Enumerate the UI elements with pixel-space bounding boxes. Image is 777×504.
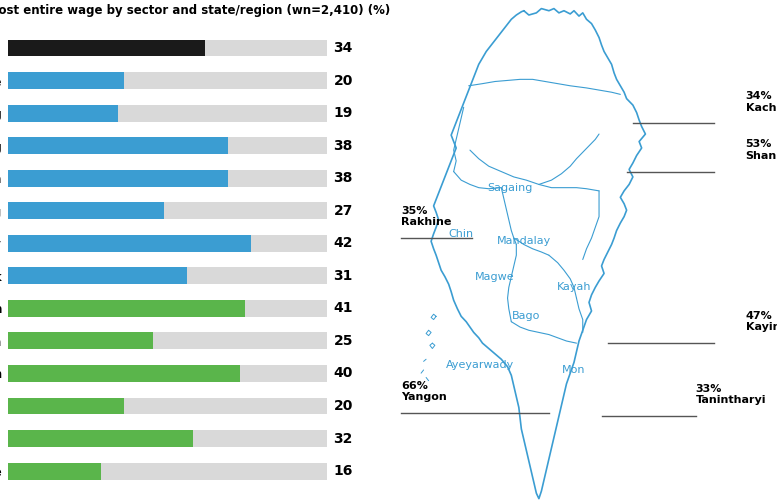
Bar <box>8 202 164 219</box>
Bar <box>8 463 100 480</box>
Bar <box>8 365 239 382</box>
Text: 38: 38 <box>333 139 353 153</box>
Bar <box>8 300 326 317</box>
Bar <box>8 333 326 349</box>
Bar <box>8 39 326 56</box>
Text: 66%
Yangon: 66% Yangon <box>401 381 447 402</box>
Bar <box>8 170 228 186</box>
Bar <box>8 398 124 414</box>
Text: 32: 32 <box>333 431 353 446</box>
Bar <box>8 430 193 447</box>
Text: Mandalay: Mandalay <box>497 236 551 246</box>
Text: 27: 27 <box>333 204 353 218</box>
Bar <box>8 137 326 154</box>
Bar <box>8 39 205 56</box>
Text: 34: 34 <box>333 41 353 55</box>
Text: 35%
Rakhine: 35% Rakhine <box>401 206 451 227</box>
Text: 20: 20 <box>333 74 353 88</box>
Bar <box>8 235 251 251</box>
Bar <box>8 202 326 219</box>
Bar <box>8 267 187 284</box>
Text: 33%
Tanintharyi: 33% Tanintharyi <box>695 384 766 405</box>
Bar <box>8 72 326 89</box>
Text: 31: 31 <box>333 269 353 283</box>
Text: Mon: Mon <box>563 365 586 375</box>
Bar <box>8 170 326 186</box>
Text: Bago: Bago <box>512 311 541 322</box>
Text: 34%
Kachin: 34% Kachin <box>746 91 777 112</box>
Text: Chin: Chin <box>448 229 474 239</box>
Bar <box>8 333 153 349</box>
Text: Ayeyarwady: Ayeyarwady <box>446 359 514 369</box>
Bar <box>8 398 326 414</box>
Bar <box>8 463 326 480</box>
Bar <box>8 267 326 284</box>
Text: 42: 42 <box>333 236 353 250</box>
Bar <box>8 365 326 382</box>
Text: 25: 25 <box>333 334 353 348</box>
Text: 16: 16 <box>333 464 353 478</box>
Bar <box>8 430 326 447</box>
Title: Lost entire wage by sector and state/region (wn=2,410) (%): Lost entire wage by sector and state/reg… <box>0 4 390 17</box>
Bar <box>8 105 118 121</box>
Text: 20: 20 <box>333 399 353 413</box>
Text: Magwe: Magwe <box>476 272 515 282</box>
Bar <box>8 72 124 89</box>
Text: 40: 40 <box>333 366 353 381</box>
Bar <box>8 137 228 154</box>
Text: 47%
Kayin: 47% Kayin <box>746 311 777 333</box>
Bar <box>8 235 326 251</box>
Bar <box>8 300 246 317</box>
Text: 38: 38 <box>333 171 353 185</box>
Text: 53%
Shan: 53% Shan <box>746 139 777 161</box>
Text: Kayah: Kayah <box>557 282 591 292</box>
Text: 19: 19 <box>333 106 353 120</box>
Bar <box>8 105 326 121</box>
Text: 41: 41 <box>333 301 353 316</box>
Text: Sagaing: Sagaing <box>487 182 533 193</box>
